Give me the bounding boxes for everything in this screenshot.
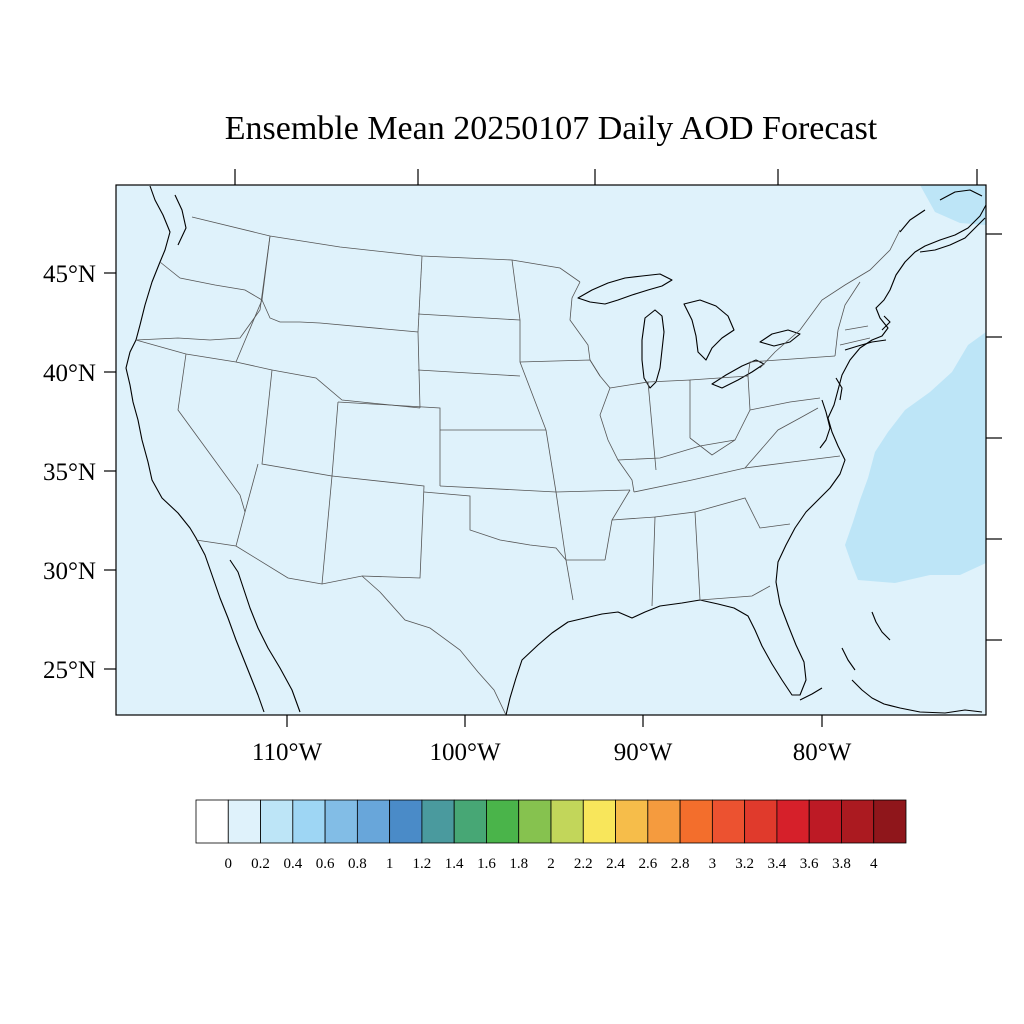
colorbar-box [195,799,229,844]
colorbar-box [421,799,455,844]
colorbar-label: 1.2 [413,856,432,872]
colorbar-box [679,799,713,844]
colorbar-box [711,799,746,844]
colorbar-label: 0.2 [251,856,270,872]
latitude-labels: 45°N 40°N 35°N 30°N 25°N [43,261,96,684]
lat-label: 35°N [43,459,96,486]
lon-label: 90°W [614,739,673,766]
lat-label: 40°N [43,360,96,387]
colorbar-box [615,799,649,844]
map-background [116,185,986,715]
colorbar-label: 0 [225,856,233,872]
lat-label: 25°N [43,657,96,684]
colorbar-label: 2.8 [671,856,690,872]
colorbar-box [453,799,487,844]
map-frame [115,184,987,716]
state-borders [135,216,901,715]
colorbar-box [550,799,584,844]
aod-plume-northeast [920,185,986,225]
colorbar-label: 3 [709,856,717,872]
colorbar-label: 1.4 [445,856,464,872]
colorbar-label: 3.6 [800,856,819,872]
colorbar-label: 0.8 [348,856,367,872]
colorbar-label: 3.2 [735,856,754,872]
colorbar-box [227,799,261,844]
colorbar-label: 1 [386,856,394,872]
colorbar-box [389,799,423,844]
colorbar-box [776,799,810,844]
lat-label: 45°N [43,261,96,288]
colorbar-label: 2.6 [638,856,657,872]
lon-label: 80°W [793,739,852,766]
colorbar-box [292,799,326,844]
colorbar-labels: 0 0.2 0.4 0.6 0.8 1 1.2 1.4 1.6 1.8 2 2.2 2.4 2.6 2.8 3… [225,856,878,872]
colorbar-box [873,799,907,844]
colorbar-box [356,799,391,844]
colorbar-label: 3.4 [768,856,787,872]
coastlines [125,185,986,715]
colorbar-label: 0.4 [283,856,302,872]
colorbar [195,799,907,844]
lon-label: 100°W [429,739,500,766]
longitude-labels: 110°W 100°W 90°W 80°W [252,739,852,766]
colorbar-box [808,799,842,844]
colorbar-label: 2.4 [606,856,625,872]
colorbar-box [486,799,520,844]
map-title: Ensemble Mean 20250107 Daily AOD Forecas… [224,110,878,147]
lon-label: 110°W [252,739,323,766]
aod-plume-atlantic [845,332,986,583]
colorbar-label: 0.6 [316,856,335,872]
colorbar-box [582,799,616,844]
colorbar-label: 4 [870,856,878,872]
great-lakes [577,273,801,389]
colorbar-box [841,799,875,844]
colorbar-label: 2 [547,856,555,872]
colorbar-box [324,799,358,844]
colorbar-box [260,799,294,844]
colorbar-label: 1.6 [477,856,496,872]
colorbar-label: 3.8 [832,856,851,872]
colorbar-box [744,799,778,844]
colorbar-label: 2.2 [574,856,593,872]
colorbar-box [518,799,552,844]
colorbar-label: 1.8 [509,856,528,872]
map-ticks [104,169,1002,727]
colorbar-box [647,799,681,844]
lat-label: 30°N [43,558,96,585]
